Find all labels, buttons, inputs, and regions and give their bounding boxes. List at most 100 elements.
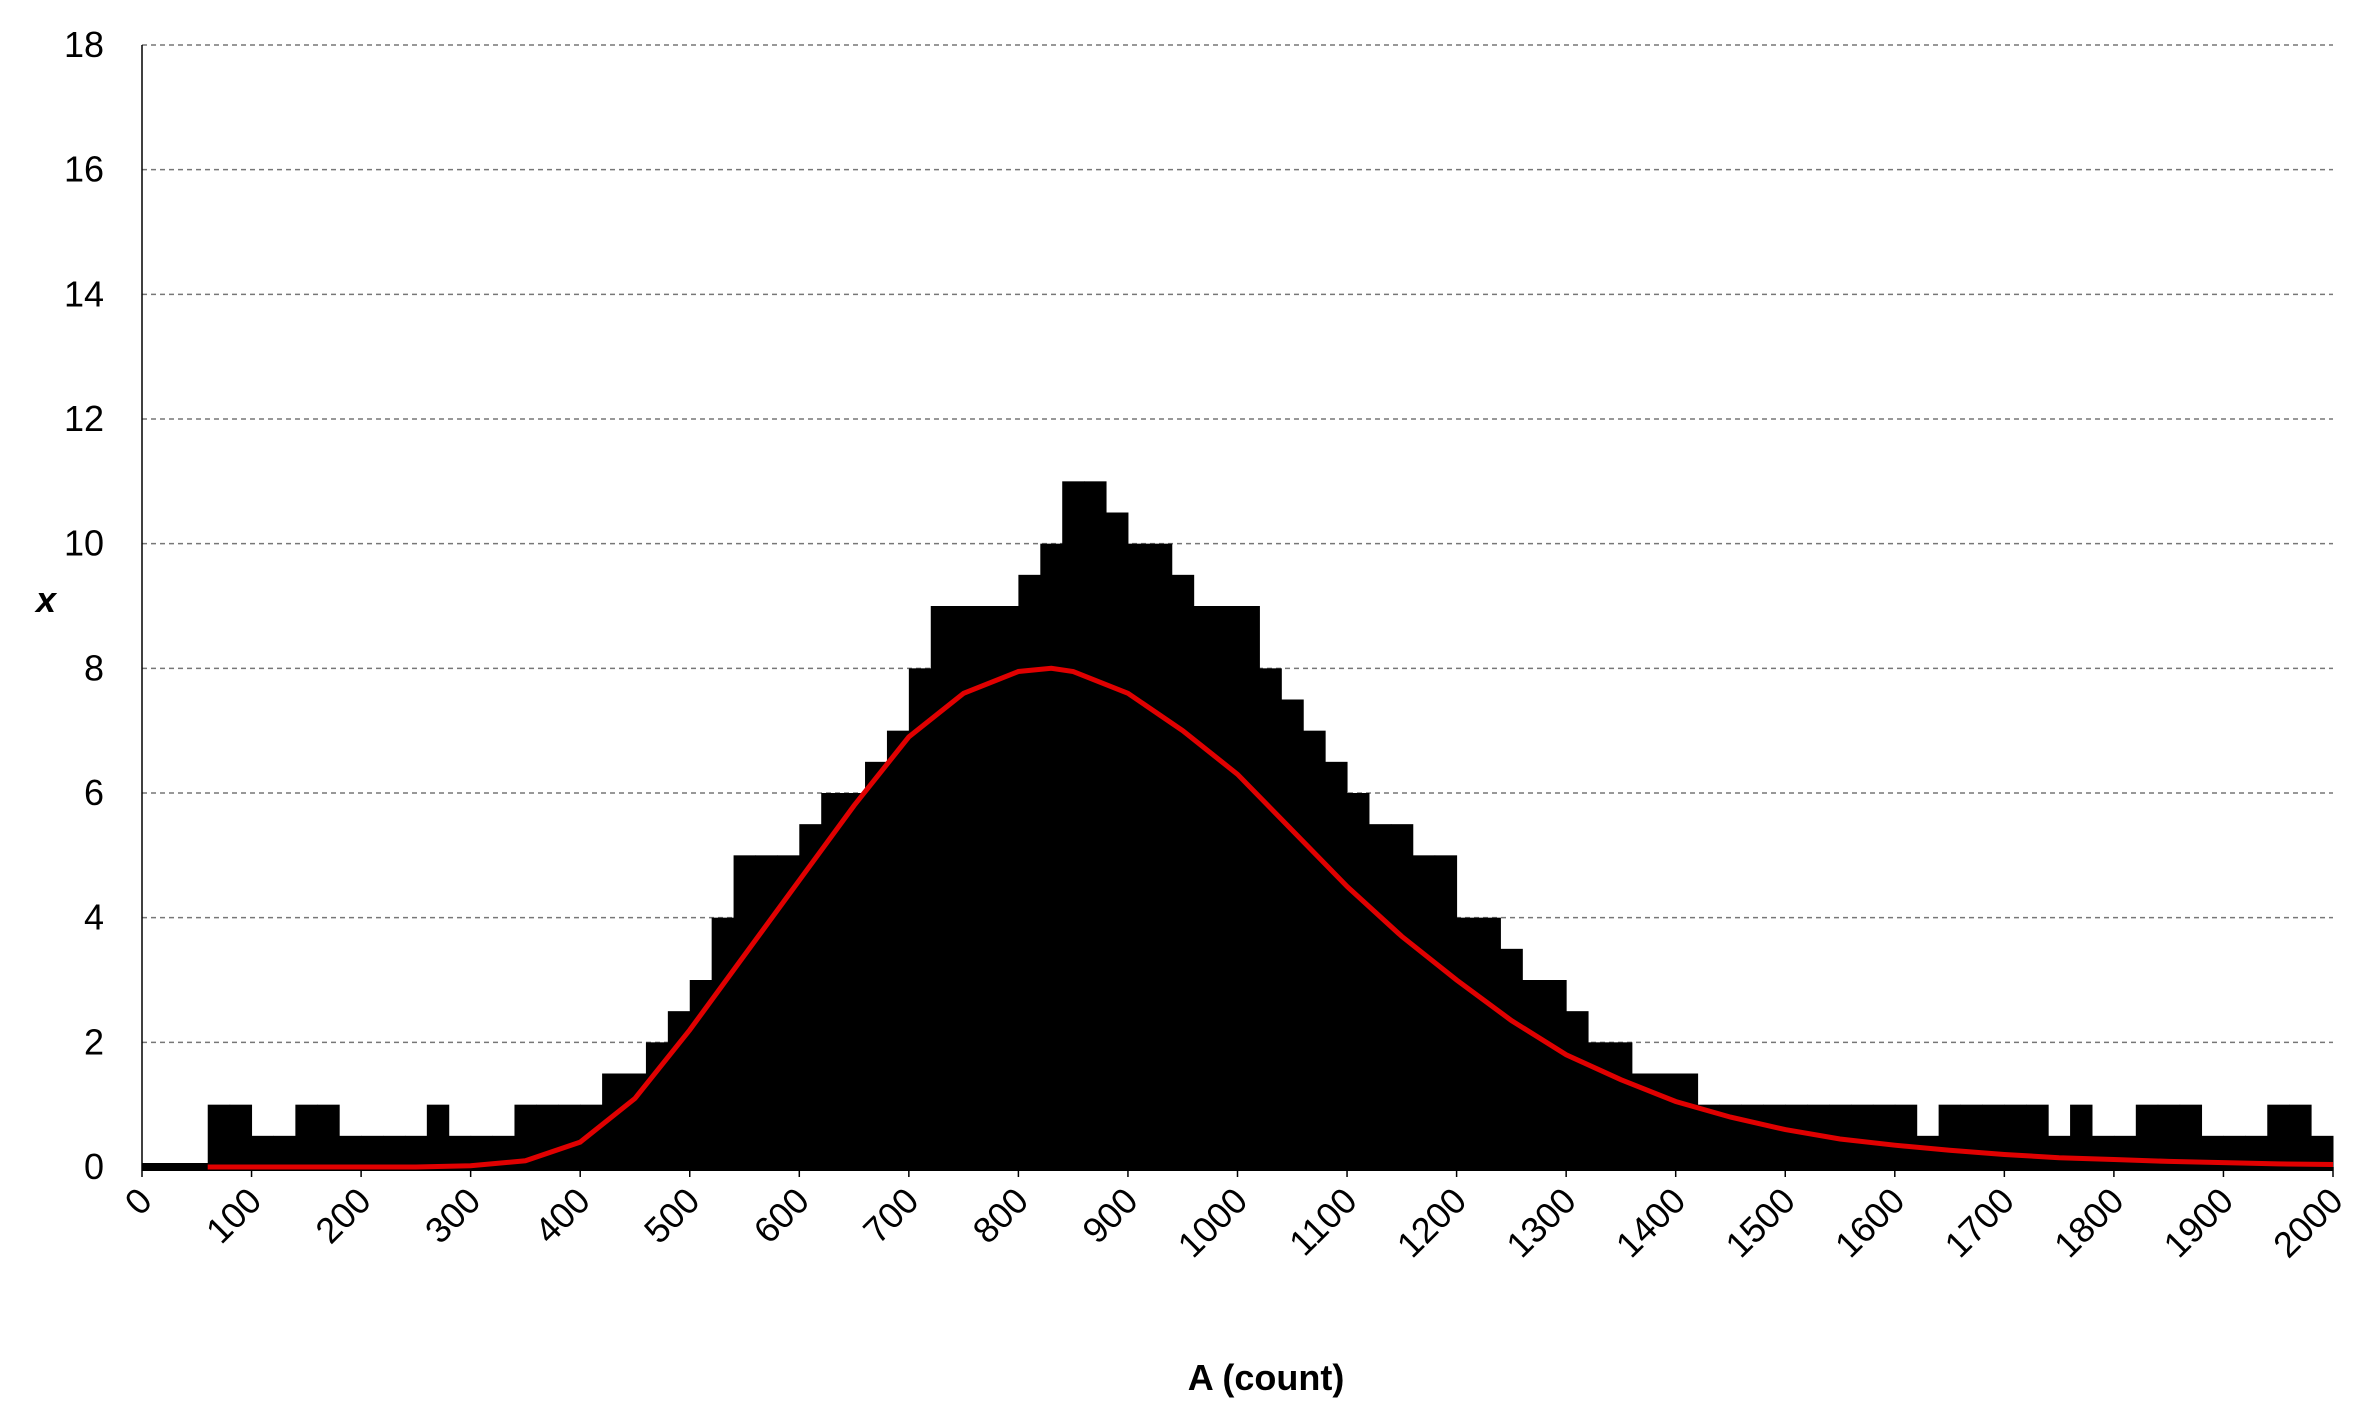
x-tick-label: 1500 xyxy=(1717,1180,1803,1266)
bar xyxy=(2311,1135,2334,1167)
bar xyxy=(2289,1104,2312,1167)
bar xyxy=(1040,543,1063,1167)
bar xyxy=(1500,948,1523,1167)
bar xyxy=(426,1104,450,1167)
bar xyxy=(1259,668,1282,1167)
x-tick-label: 200 xyxy=(307,1180,378,1251)
x-tick-label: 500 xyxy=(636,1180,707,1251)
bar xyxy=(295,1104,318,1167)
y-axis-title: x xyxy=(34,579,58,620)
bar xyxy=(602,1073,625,1167)
x-tick-label: 100 xyxy=(198,1180,269,1251)
x-tick-label: 900 xyxy=(1074,1180,1145,1251)
x-tick-label: 1700 xyxy=(1936,1180,2022,1266)
x-tick-label: 300 xyxy=(417,1180,488,1251)
bar xyxy=(1588,1042,1611,1167)
bar xyxy=(886,730,910,1167)
x-tick-label: 1300 xyxy=(1498,1180,1584,1266)
bar xyxy=(777,855,800,1167)
bar xyxy=(2245,1135,2268,1167)
bar xyxy=(1193,606,1217,1167)
x-tick-label: 600 xyxy=(745,1180,816,1251)
bar xyxy=(2048,1135,2071,1167)
y-tick-label: 2 xyxy=(84,1021,104,1062)
bar xyxy=(207,1104,231,1167)
bar xyxy=(448,1135,472,1167)
bar xyxy=(1368,824,1392,1167)
bar xyxy=(1171,574,1195,1167)
bar xyxy=(1982,1104,2005,1167)
bar xyxy=(1347,793,1370,1167)
bar xyxy=(1894,1104,1918,1167)
bar xyxy=(1127,543,1151,1167)
bar xyxy=(2223,1135,2246,1167)
bar xyxy=(339,1135,362,1167)
bar xyxy=(908,668,932,1167)
bar xyxy=(1631,1073,1655,1167)
fit-line xyxy=(207,665,2334,1170)
bar xyxy=(2157,1104,2181,1167)
bar xyxy=(1237,606,1260,1167)
bar xyxy=(1522,980,1545,1167)
bar xyxy=(1390,824,1414,1167)
y-tick-label: 16 xyxy=(64,149,104,190)
bar xyxy=(1850,1104,1874,1167)
bar xyxy=(492,1135,515,1167)
y-tick-label: 6 xyxy=(84,772,104,813)
bar xyxy=(1106,512,1129,1167)
bar xyxy=(2004,1104,2027,1167)
bar xyxy=(1653,1073,1677,1167)
bar xyxy=(2070,1104,2093,1167)
bar xyxy=(865,761,888,1167)
bar xyxy=(1872,1104,1896,1167)
bar xyxy=(1412,855,1436,1167)
bar xyxy=(799,824,822,1167)
bar xyxy=(1697,1104,1721,1167)
bar xyxy=(2179,1104,2203,1167)
bar xyxy=(1325,761,1348,1167)
bar xyxy=(755,855,778,1167)
bar xyxy=(996,606,1019,1167)
bar xyxy=(470,1135,494,1167)
bar xyxy=(1434,855,1458,1167)
bar xyxy=(251,1135,274,1167)
bar xyxy=(1829,1104,1852,1167)
bar xyxy=(1916,1135,1940,1167)
bar xyxy=(624,1073,647,1167)
y-tick-label: 4 xyxy=(84,897,104,938)
bar xyxy=(1566,1011,1589,1167)
bar xyxy=(930,606,954,1167)
bar xyxy=(514,1104,537,1167)
y-tick-label: 18 xyxy=(64,24,104,65)
x-tick-label: 1800 xyxy=(2046,1180,2132,1266)
bar xyxy=(1303,730,1326,1167)
bar xyxy=(229,1104,253,1167)
bar xyxy=(273,1135,296,1167)
bar xyxy=(1763,1104,1786,1167)
y-tick-label: 14 xyxy=(64,273,104,314)
x-tick-label: 1200 xyxy=(1389,1180,1475,1266)
bar xyxy=(974,606,997,1167)
bar xyxy=(1785,1104,1808,1167)
bar xyxy=(1456,917,1480,1167)
bar xyxy=(1478,917,1501,1167)
bar xyxy=(1609,1042,1633,1167)
x-tick-label: 1600 xyxy=(1827,1180,1913,1266)
bar xyxy=(2201,1135,2224,1167)
bar xyxy=(383,1135,406,1167)
x-tick-label: 1900 xyxy=(2155,1180,2241,1266)
x-tick-label: 400 xyxy=(526,1180,597,1251)
bar xyxy=(1281,699,1304,1167)
bar xyxy=(2026,1104,2049,1167)
bar xyxy=(733,855,756,1167)
bar xyxy=(821,793,844,1167)
x-tick-label: 1400 xyxy=(1608,1180,1694,1266)
x-tick-label: 700 xyxy=(855,1180,926,1251)
bar xyxy=(558,1104,581,1167)
x-tick-label: 0 xyxy=(117,1180,160,1223)
bar xyxy=(843,793,866,1167)
bar xyxy=(952,606,976,1167)
bar xyxy=(1675,1073,1699,1167)
x-tick-label: 2000 xyxy=(2265,1180,2351,1266)
